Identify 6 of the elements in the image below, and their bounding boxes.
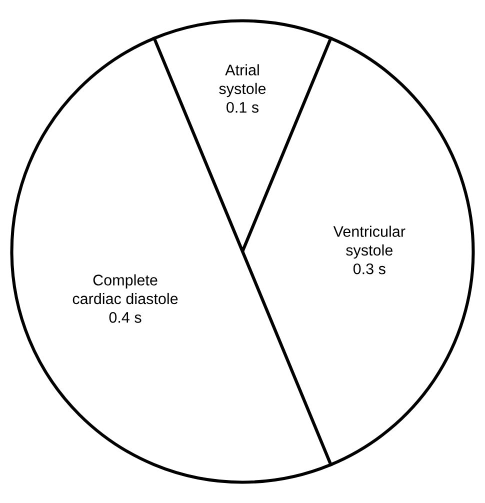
- data-label: 0.4 s: [109, 312, 142, 323]
- slice-label: Atrial systole: [219, 64, 266, 98]
- slice-label: Ventricular systole: [333, 226, 406, 259]
- data-label: 0.3 s: [353, 263, 386, 274]
- slice-label: Complete cardiac diastole: [72, 274, 178, 304]
- data-label: 0.1 s: [226, 102, 259, 113]
